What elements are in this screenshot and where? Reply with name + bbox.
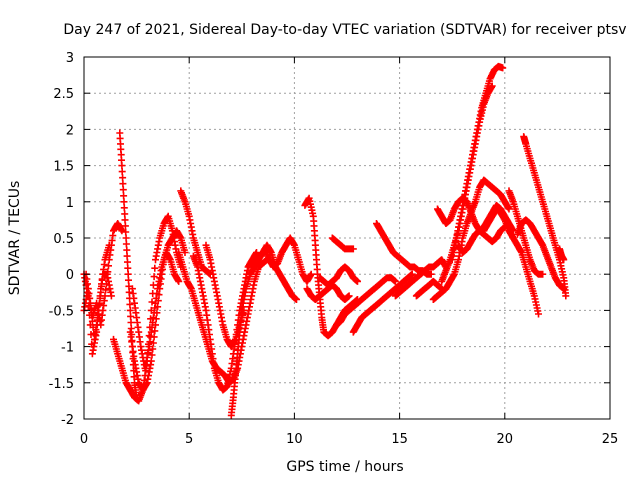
series-track-13	[261, 234, 315, 285]
y-tick-label: 3	[66, 51, 74, 66]
x-axis-title: GPS time / hours	[286, 459, 403, 475]
marker-cluster	[480, 205, 542, 318]
y-tick-label: -1	[61, 341, 74, 356]
y-tick-label: -0.5	[49, 304, 74, 319]
series-track-31	[513, 216, 568, 293]
x-tick-labels: 0 5 10 15 20 25	[80, 432, 618, 447]
marker-cluster	[177, 187, 214, 278]
marker-cluster	[128, 249, 183, 372]
chart-title: Day 247 of 2021, Sidereal Day-to-day VTE…	[63, 22, 626, 38]
x-tick-label: 0	[80, 432, 88, 447]
marker-cluster	[301, 194, 361, 340]
series-track-7	[128, 249, 183, 372]
marker-cluster	[556, 245, 568, 264]
marker-cluster	[349, 270, 416, 336]
y-axis-title: SDTVAR / TECUs	[7, 181, 23, 296]
marker-cluster	[412, 277, 446, 300]
grid-lines	[84, 57, 610, 419]
series-track-14	[301, 194, 361, 340]
x-tick-label: 25	[602, 432, 619, 447]
axis-ticks	[83, 56, 611, 420]
data-markers	[80, 62, 570, 419]
x-tick-label: 5	[185, 432, 193, 447]
y-tick-label: 2.5	[53, 87, 74, 102]
series-track-22	[412, 277, 446, 300]
x-tick-label: 10	[286, 432, 303, 447]
series-track-18	[333, 274, 399, 329]
series-track-23	[429, 176, 513, 303]
series-track-21	[391, 256, 450, 300]
x-tick-label: 20	[497, 432, 514, 447]
marker-cluster	[333, 274, 399, 329]
series-track-27	[455, 223, 509, 256]
series-track-8	[177, 187, 214, 278]
y-tick-label: 0.5	[53, 232, 74, 247]
series-track-32	[556, 245, 568, 264]
marker-cluster	[316, 263, 361, 289]
marker-cluster	[261, 234, 315, 285]
series-track-28	[480, 205, 542, 318]
marker-cluster	[513, 216, 568, 293]
series-track-17	[328, 234, 357, 253]
series-track-19	[349, 270, 416, 336]
y-tick-label: 1.5	[53, 160, 74, 175]
y-tick-label: -2	[61, 413, 74, 428]
y-tick-label: -1.5	[49, 377, 74, 392]
y-tick-label: 2	[66, 123, 74, 138]
y-tick-labels: -2 -1.5 -1 -0.5 0 0.5 1 1.5 2 2.5 3	[49, 51, 74, 428]
y-tick-label: 0	[66, 268, 74, 283]
x-tick-label: 15	[391, 432, 408, 447]
marker-cluster	[429, 176, 513, 303]
marker-cluster	[328, 234, 357, 253]
marker-cluster	[391, 256, 450, 300]
series-track-16	[316, 263, 361, 289]
marker-cluster	[455, 223, 509, 256]
y-tick-label: 1	[66, 196, 74, 211]
